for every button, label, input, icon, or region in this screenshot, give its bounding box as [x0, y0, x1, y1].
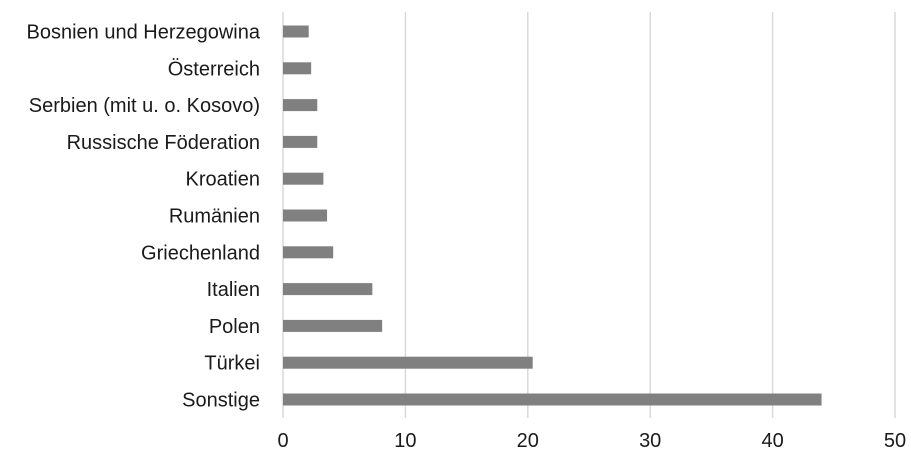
category-label: Bosnien und Herzegowina [27, 22, 261, 44]
category-label: Polen [209, 316, 260, 338]
bar [283, 393, 822, 406]
category-label: Sonstige [182, 390, 260, 412]
bar [283, 25, 309, 38]
category-labels: Bosnien und Herzegowina Österreich Serbien… [27, 22, 261, 412]
bar [283, 283, 373, 296]
x-tick-label: 40 [761, 430, 783, 452]
category-label: Italien [207, 279, 260, 301]
bar [283, 172, 324, 185]
bar [283, 62, 312, 75]
bar [283, 135, 318, 148]
category-label: Kroatien [186, 169, 261, 191]
bar [283, 99, 318, 112]
x-tick-label: 20 [517, 430, 539, 452]
x-tick-label: 30 [639, 430, 661, 452]
x-tick-label: 10 [394, 430, 416, 452]
category-label: Türkei [204, 353, 260, 375]
bar [283, 356, 533, 369]
category-label: Rumänien [169, 206, 260, 228]
category-label: Serbien (mit u. o. Kosovo) [29, 95, 260, 117]
category-label: Russische Föderation [67, 132, 260, 154]
x-tick-labels: 0 10 20 30 40 50 [277, 430, 906, 452]
gridlines [282, 12, 896, 418]
category-label: Österreich [168, 58, 260, 80]
bar [283, 246, 334, 259]
category-label: Griechenland [141, 242, 260, 264]
bar [283, 209, 328, 222]
x-tick-label: 0 [277, 430, 288, 452]
x-tick-label: 50 [884, 430, 906, 452]
bars [283, 25, 822, 406]
bar [283, 319, 383, 332]
